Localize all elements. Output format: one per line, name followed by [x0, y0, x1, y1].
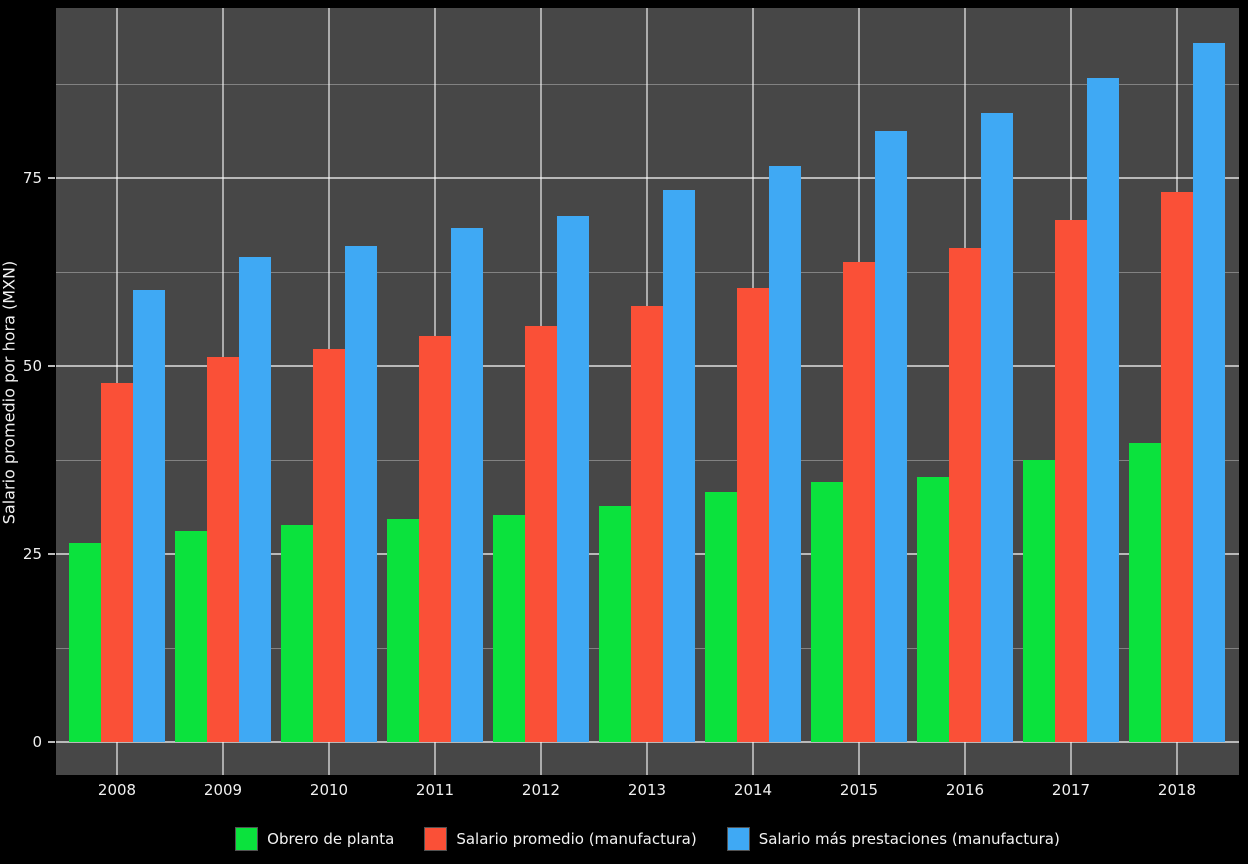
bar [875, 131, 908, 742]
y-tick-mark [48, 177, 55, 179]
bar [1193, 42, 1226, 742]
x-tick-label: 2013 [627, 781, 667, 799]
bar [1054, 220, 1088, 742]
bar [524, 326, 558, 742]
legend-item-salario-promedio: Salario promedio (manufactura) [424, 827, 697, 851]
bar [280, 524, 313, 742]
x-tick-label: 2011 [415, 781, 455, 799]
bar [916, 477, 949, 742]
x-tick-label: 2018 [1157, 781, 1197, 799]
x-tick-label: 2008 [97, 781, 137, 799]
bar [492, 514, 525, 742]
y-tick-label: 50 [22, 357, 42, 375]
legend-item-salario-prestaciones: Salario más prestaciones (manufactura) [726, 827, 1060, 851]
bar [386, 519, 419, 742]
x-tick-label: 2015 [839, 781, 879, 799]
bar [174, 530, 207, 742]
bar [810, 481, 843, 742]
bar [133, 290, 166, 742]
bar [100, 382, 134, 742]
plot-area [56, 8, 1239, 775]
y-tick-label: 0 [32, 733, 42, 751]
legend-key-salario-promedio-swatch [424, 827, 448, 851]
legend-label: Obrero de planta [267, 830, 395, 848]
y-tick-mark [48, 365, 55, 367]
bar [981, 112, 1014, 742]
legend-label: Salario promedio (manufactura) [456, 830, 697, 848]
y-tick-mark [48, 553, 55, 555]
bar [598, 505, 631, 742]
bar [68, 543, 101, 742]
bar [663, 190, 696, 742]
y-tick-label: 75 [22, 169, 42, 187]
bar [736, 287, 770, 742]
bar [769, 165, 802, 742]
bar [948, 247, 982, 742]
x-tick-label: 2017 [1051, 781, 1091, 799]
legend-label: Salario más prestaciones (manufactura) [758, 830, 1060, 848]
bar [1160, 191, 1194, 742]
bar [704, 492, 737, 742]
bar [1128, 443, 1161, 742]
x-tick-label: 2010 [309, 781, 349, 799]
bar [239, 256, 272, 742]
bar [451, 228, 484, 742]
x-tick-label: 2009 [203, 781, 243, 799]
legend-item-obrero: Obrero de planta [235, 827, 394, 851]
bar [345, 245, 378, 742]
x-tick-label: 2012 [521, 781, 561, 799]
bar [557, 215, 590, 742]
y-tick-label: 25 [22, 545, 42, 563]
bar [312, 348, 346, 742]
bar [418, 335, 452, 742]
bar [206, 356, 240, 742]
x-tick-label: 2016 [945, 781, 985, 799]
bar [1087, 77, 1120, 742]
y-tick-mark [48, 741, 55, 743]
bar [842, 262, 876, 742]
bar [1022, 460, 1055, 742]
legend-key-obrero-swatch [235, 827, 259, 851]
legend-key-salario-prestaciones-swatch [726, 827, 750, 851]
y-axis-title: Salario promedio por hora (MXN) [0, 260, 19, 525]
legend: Obrero de planta Salario promedio (manuf… [56, 824, 1239, 854]
x-tick-label: 2014 [733, 781, 773, 799]
bar [630, 305, 664, 742]
